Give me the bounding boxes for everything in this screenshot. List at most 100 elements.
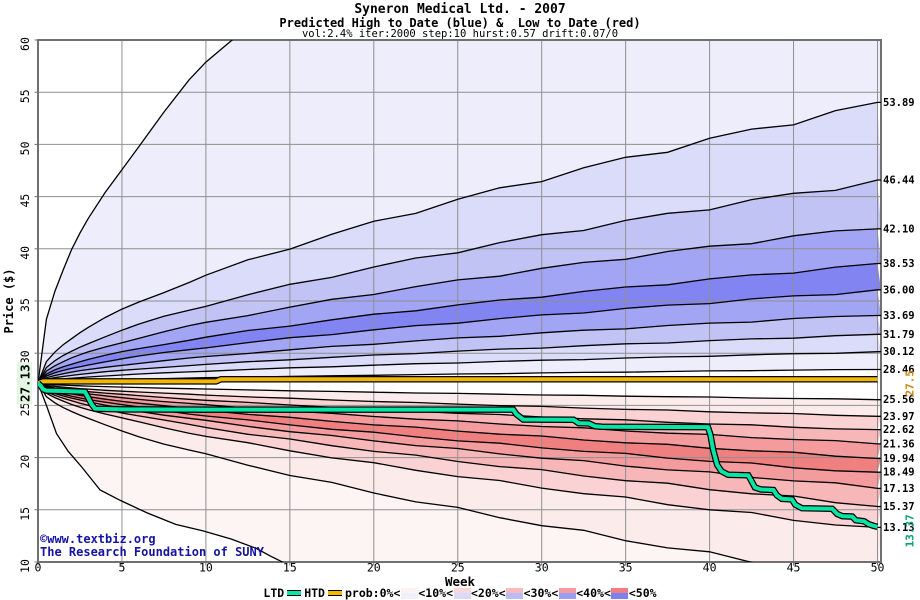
band-value-label: 18.49 <box>883 467 915 479</box>
low-fan-line <box>38 382 284 562</box>
high-fan-band <box>38 102 881 384</box>
legend-prob-label: <30%< <box>523 586 559 600</box>
y-tick-label: 60 <box>18 37 32 51</box>
legend-htd-swatch <box>327 589 342 597</box>
low-fan-line <box>38 382 754 562</box>
x-tick-label: 10 <box>199 561 213 575</box>
legend-prob-swatch <box>400 587 418 599</box>
x-tick-label: 30 <box>535 561 549 575</box>
legend-prob-swatch <box>558 587 576 599</box>
x-tick-label: 40 <box>703 561 717 575</box>
legend-ltd-label: LTD <box>263 586 285 600</box>
legend-swatch-low-prob-color <box>611 593 629 599</box>
y-tick-label: 15 <box>18 507 32 521</box>
ltd-line <box>38 381 878 529</box>
y-tick-label: 55 <box>18 89 32 103</box>
y-tick-label: 10 <box>18 559 32 573</box>
band-value-label: 42.10 <box>883 223 915 235</box>
high-fan-band <box>38 40 881 384</box>
legend-prob-label: <20%< <box>471 586 506 600</box>
high-fan-band <box>38 180 881 384</box>
low-fan-band <box>38 383 751 562</box>
high-fan-line <box>38 228 881 384</box>
high-fan-line <box>38 351 881 384</box>
high-fan-line <box>38 314 881 384</box>
high-fan-line <box>38 101 881 384</box>
x-axis-title: Week <box>444 574 476 589</box>
legend-ltd-swatch <box>287 589 302 597</box>
low-fan-line <box>38 382 881 401</box>
low-fan-line <box>38 382 881 460</box>
band-value-label: 25.56 <box>883 394 915 406</box>
band-value-label: 22.62 <box>883 424 915 436</box>
low-fan-band <box>38 383 881 562</box>
band-value-label: 17.13 <box>883 483 915 495</box>
high-fan-line <box>38 262 881 384</box>
legend-swatch-low-prob-color <box>400 593 418 599</box>
band-value-label: 31.79 <box>883 329 915 341</box>
y-tick-label: 35 <box>18 298 32 312</box>
watermark-org: The Research Foundation of SUNY <box>40 544 264 559</box>
y-tick-label: 30 <box>18 350 32 364</box>
high-fan-line <box>38 40 234 384</box>
chart-title: Syneron Medical Ltd. - 2007 <box>354 2 566 17</box>
high-fan-line <box>38 179 881 384</box>
band-value-label: 33.69 <box>883 310 915 322</box>
legend-swatch-high-prob-color <box>558 587 576 593</box>
y-tick-label: 40 <box>18 246 32 260</box>
low-fan-band <box>38 383 881 489</box>
legend-swatch-high-prob-color <box>400 587 418 593</box>
chart-subtitle: Predicted High to Date (blue) & Low to D… <box>279 16 641 30</box>
low-fan-line <box>38 382 881 508</box>
ltd-end-label: 13.37 <box>904 514 917 547</box>
legend-swatch-high-prob-color <box>506 587 524 593</box>
legend-swatch-high-prob-color <box>611 587 629 593</box>
low-fan-line <box>38 382 881 529</box>
band-value-label: 28.46 <box>883 364 915 376</box>
low-fan-line <box>38 382 881 490</box>
legend-swatch-high-prob-color <box>453 587 471 593</box>
high-fan-band <box>38 334 881 384</box>
legend: LTD HTD prob:0%< <10%< <20%< <30%< <40%< <50% <box>0 586 920 600</box>
y-tick-label: 20 <box>18 455 32 469</box>
start-price-label: 27.13 <box>18 364 33 402</box>
high-fan-band <box>38 289 881 384</box>
band-value-label: 15.37 <box>883 501 915 513</box>
x-tick-label: 15 <box>283 561 297 575</box>
x-tick-label: 20 <box>367 561 381 575</box>
low-fan-band <box>38 383 881 528</box>
x-tick-label: 5 <box>118 561 125 575</box>
x-tick-label: 25 <box>451 561 465 575</box>
legend-swatch-low-prob-color <box>558 593 576 599</box>
legend-swatch-low-prob-color <box>453 593 471 599</box>
start-price-highlight <box>17 362 32 405</box>
x-tick-label: 0 <box>35 561 42 575</box>
y-axis-title: Price ($) <box>2 268 16 334</box>
legend-prob-label: <40%< <box>576 586 611 600</box>
x-tick-label: 45 <box>787 561 801 575</box>
y-tick-label: 25 <box>18 402 32 416</box>
legend-prob-swatch <box>611 587 629 599</box>
chart-params: vol:2.4% iter:2000 step:10 hurst:0.57 dr… <box>301 27 619 40</box>
high-fan-band <box>38 263 881 384</box>
x-tick-label: 35 <box>619 561 633 575</box>
high-fan-line <box>38 289 881 384</box>
band-value-label: 21.36 <box>883 438 915 450</box>
band-value-label: 46.44 <box>883 175 915 187</box>
band-value-label: 36.00 <box>883 284 915 296</box>
band-value-label: 38.53 <box>883 258 915 270</box>
watermark-site: ©www.textbiz.org <box>40 532 156 546</box>
x-tick-label: 50 <box>871 561 885 575</box>
band-value-label: 19.94 <box>883 453 915 465</box>
y-tick-label: 45 <box>18 194 32 208</box>
legend-prob-swatch <box>506 587 524 599</box>
high-fan-band <box>38 351 881 384</box>
band-value-label: 23.97 <box>883 411 915 423</box>
legend-swatch-low-prob-color <box>506 593 524 599</box>
low-fan-band <box>38 383 881 507</box>
y-tick-label: 50 <box>18 141 32 155</box>
legend-prob-swatch <box>453 587 471 599</box>
watermark: ©www.textbiz.org The Research Foundation… <box>40 533 264 558</box>
